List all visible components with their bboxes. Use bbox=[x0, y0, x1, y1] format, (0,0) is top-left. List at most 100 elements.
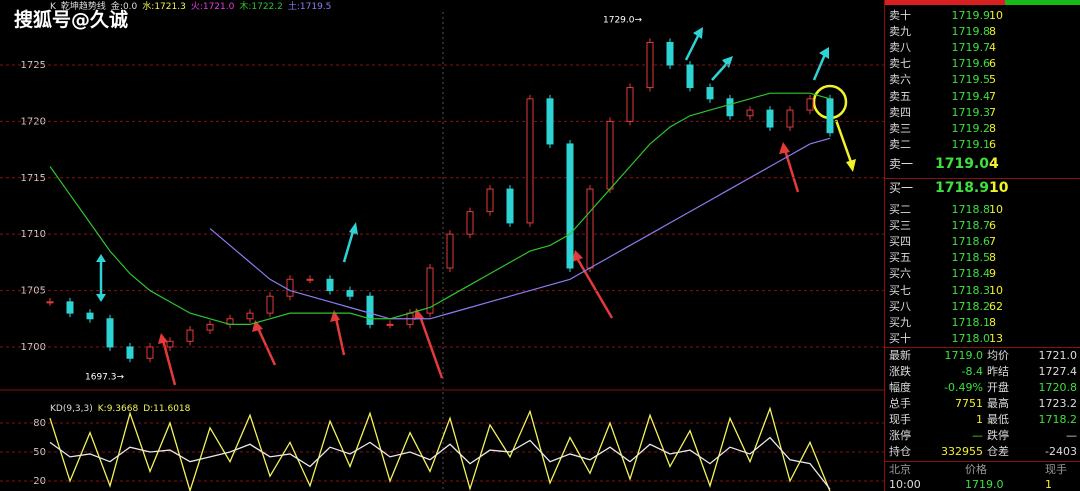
book-label: 卖八 bbox=[889, 41, 911, 55]
candle bbox=[566, 143, 574, 269]
book-label: 卖五 bbox=[889, 89, 911, 103]
candle bbox=[246, 312, 254, 320]
candle bbox=[746, 109, 754, 117]
stat-label: 均价 bbox=[987, 349, 1009, 362]
legend-item: 乾坤趋势线 bbox=[61, 0, 106, 12]
book-volume: 6 bbox=[989, 219, 996, 233]
book-volume: 8 bbox=[989, 315, 996, 329]
candle bbox=[306, 278, 314, 281]
series-line bbox=[49, 436, 831, 490]
stat-label: 幅度 bbox=[889, 381, 911, 394]
candle bbox=[626, 87, 634, 122]
stat-label: 最高 bbox=[987, 397, 1009, 410]
book-label: 买七 bbox=[889, 283, 911, 297]
book-label: 卖七 bbox=[889, 57, 911, 71]
candle bbox=[366, 295, 374, 325]
candle bbox=[126, 346, 134, 359]
stat-value: — bbox=[972, 429, 983, 442]
stat-value: -0.49% bbox=[944, 381, 983, 394]
candle bbox=[546, 98, 554, 145]
series-line bbox=[209, 137, 831, 320]
book-price: 1719.4 bbox=[951, 89, 991, 103]
candle bbox=[726, 98, 734, 117]
series-line bbox=[49, 92, 831, 326]
tick-cell: 10:00 bbox=[889, 478, 921, 491]
stat-label: 总手 bbox=[889, 397, 911, 410]
legend-item: 水:1721.3 bbox=[142, 0, 186, 12]
candle bbox=[786, 109, 794, 128]
candle bbox=[526, 98, 534, 224]
book-price: 1719.6 bbox=[951, 57, 991, 71]
book-label: 买八 bbox=[889, 299, 911, 313]
book-price: 1719.1 bbox=[951, 137, 991, 151]
annotation: 1729.0→ bbox=[603, 16, 642, 26]
stat-value: 332955 bbox=[941, 445, 983, 458]
y-tick-label: 1715 bbox=[21, 173, 46, 184]
stat-value: 1723.2 bbox=[1038, 397, 1078, 410]
book-volume: 7 bbox=[989, 105, 996, 119]
book-price: 1718.9 bbox=[934, 180, 989, 196]
book-volume: 62 bbox=[989, 299, 1003, 313]
chart: 1700 1705 1710 1715 1720 1725 K 乾坤趋势线 金:0.0 水:172… bbox=[0, 0, 884, 491]
candle bbox=[506, 188, 514, 224]
candle bbox=[826, 98, 834, 134]
y-tick-label: 1720 bbox=[21, 116, 46, 127]
y-tick-label: 50 bbox=[33, 447, 46, 458]
book-price: 1718.7 bbox=[951, 219, 991, 233]
candle bbox=[586, 188, 594, 269]
legend-item: KD(9,3,3) bbox=[50, 404, 93, 414]
candle bbox=[326, 278, 334, 292]
stat-label: 涨停 bbox=[889, 429, 911, 442]
stat-value: — bbox=[1066, 429, 1077, 442]
book-price: 1718.5 bbox=[951, 251, 991, 265]
candle bbox=[46, 301, 54, 304]
stat-value: 1720.8 bbox=[1038, 381, 1078, 394]
candle bbox=[86, 312, 94, 320]
candle bbox=[806, 98, 814, 111]
legend-item: K:9.3668 bbox=[98, 404, 139, 414]
book-label: 卖三 bbox=[889, 121, 911, 135]
stat-label: 涨跌 bbox=[889, 365, 911, 378]
candle bbox=[686, 64, 694, 89]
legend-item: K bbox=[50, 2, 57, 12]
annotation: 1697.3→ bbox=[85, 373, 124, 383]
book-price: 1718.0 bbox=[951, 331, 991, 345]
stat-label: 持仓 bbox=[889, 445, 911, 458]
stat-value: 1718.2 bbox=[1038, 413, 1078, 426]
candle bbox=[646, 41, 654, 89]
stat-value: 1721.0 bbox=[1038, 349, 1078, 362]
separator bbox=[885, 178, 1080, 179]
y-tick-label: 1705 bbox=[21, 286, 46, 297]
book-label: 买四 bbox=[889, 235, 911, 249]
book-volume: 10 bbox=[989, 180, 1009, 196]
series-line bbox=[49, 406, 831, 491]
book-label: 卖九 bbox=[889, 25, 911, 39]
book-volume: 5 bbox=[989, 73, 996, 87]
stat-label: 昨结 bbox=[987, 365, 1009, 378]
watermark: 搜狐号@久诚 bbox=[14, 9, 129, 31]
book-price: 1718.4 bbox=[951, 267, 991, 281]
stat-label: 仓差 bbox=[987, 445, 1009, 458]
candle bbox=[666, 41, 674, 66]
y-tick-label: 1710 bbox=[21, 229, 46, 240]
bar-green bbox=[1005, 0, 1080, 5]
book-volume: 7 bbox=[989, 235, 996, 249]
book-price: 1719.3 bbox=[951, 105, 991, 119]
candle bbox=[146, 346, 154, 359]
book-volume: 4 bbox=[989, 41, 996, 55]
tick-header: 价格 bbox=[965, 463, 987, 476]
stat-value: 1 bbox=[976, 413, 983, 426]
book-price: 1719.8 bbox=[951, 25, 991, 39]
book-price: 1718.6 bbox=[951, 235, 991, 249]
separator bbox=[885, 461, 1080, 462]
book-label: 买六 bbox=[889, 267, 911, 281]
tick-header: 现手 bbox=[1045, 463, 1067, 476]
book-label: 卖四 bbox=[889, 105, 911, 119]
candle bbox=[186, 329, 194, 342]
stat-label: 开盘 bbox=[987, 381, 1009, 394]
book-volume: 7 bbox=[989, 89, 996, 103]
candle bbox=[166, 340, 174, 348]
y-tick-label: 80 bbox=[33, 418, 46, 429]
book-price: 1718.8 bbox=[951, 203, 991, 216]
book-price: 1719.9 bbox=[951, 9, 991, 22]
